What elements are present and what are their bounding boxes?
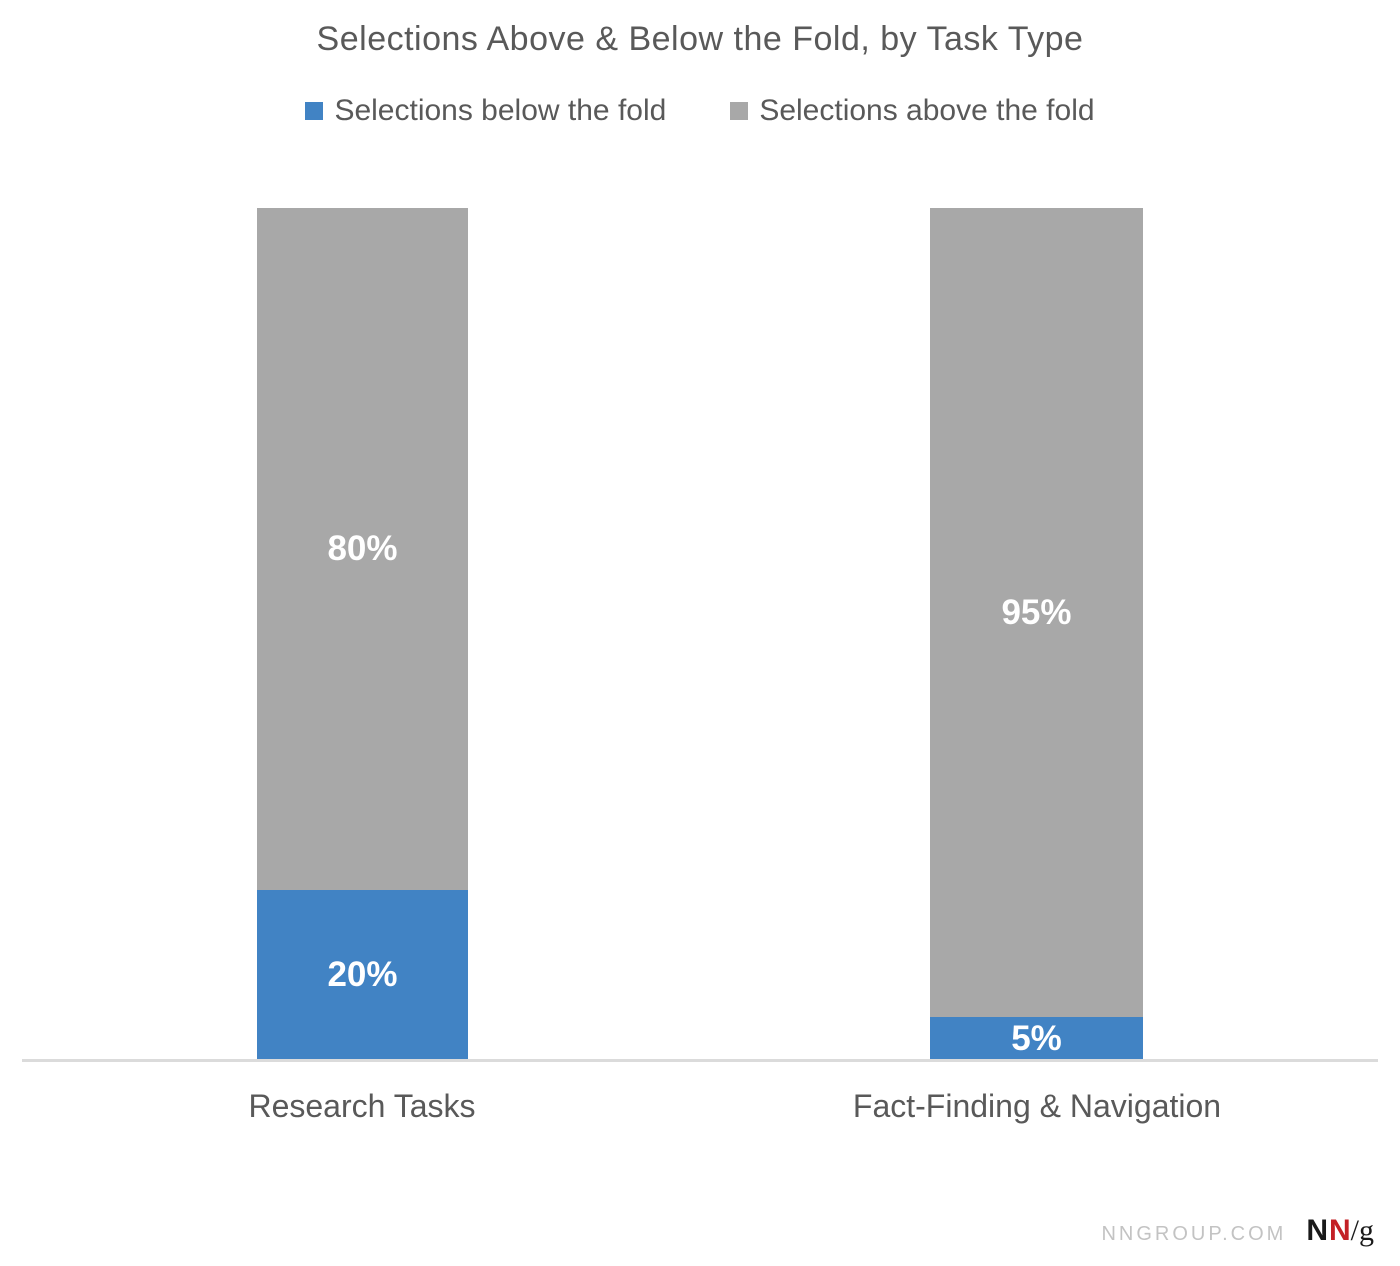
x-axis-line — [22, 1059, 1378, 1062]
segment-below-fold-fact-finding: 5% — [930, 1017, 1143, 1060]
nng-logo-n-black: N — [1306, 1214, 1329, 1247]
legend-item-below-fold: Selections below the fold — [305, 94, 666, 128]
legend-label-above-fold: Selections above the fold — [759, 94, 1095, 127]
category-label-fact-finding-navigation: Fact-Finding & Navigation — [852, 1088, 1222, 1124]
segment-below-fold-research: 20% — [257, 889, 468, 1060]
chart-title: Selections Above & Below the Fold, by Ta… — [316, 20, 1084, 58]
legend-swatch-below-fold-icon — [305, 102, 324, 120]
nng-logo-slash-g: /g — [1350, 1214, 1374, 1247]
legend-label-below-fold: Selections below the fold — [334, 94, 667, 127]
nng-logo: NN/g — [1306, 1216, 1374, 1246]
value-label-below-fold-fact-finding: 5% — [1011, 1019, 1062, 1059]
legend-swatch-above-fold-icon — [730, 102, 749, 120]
footer: NNGROUP.COM NN/g — [1101, 1216, 1374, 1246]
legend-item-above-fold: Selections above the fold — [730, 94, 1095, 128]
segment-above-fold-fact-finding: 95% — [930, 208, 1143, 1018]
category-label-research-tasks: Research Tasks — [248, 1088, 476, 1124]
footer-site-text: NNGROUP.COM — [1101, 1223, 1287, 1245]
value-label-above-fold-fact-finding: 95% — [1001, 593, 1072, 633]
plot-area: 80% 20% 95% 5% — [0, 208, 1400, 1060]
chart-legend: Selections below the fold Selections abo… — [0, 94, 1400, 128]
bar-research-tasks: 80% 20% — [257, 208, 468, 1060]
bar-fact-finding-navigation: 95% 5% — [930, 208, 1143, 1060]
nng-logo-n-red: N — [1328, 1214, 1351, 1247]
value-label-above-fold-research: 80% — [327, 529, 398, 569]
segment-above-fold-research: 80% — [257, 208, 468, 890]
value-label-below-fold-research: 20% — [327, 955, 398, 995]
